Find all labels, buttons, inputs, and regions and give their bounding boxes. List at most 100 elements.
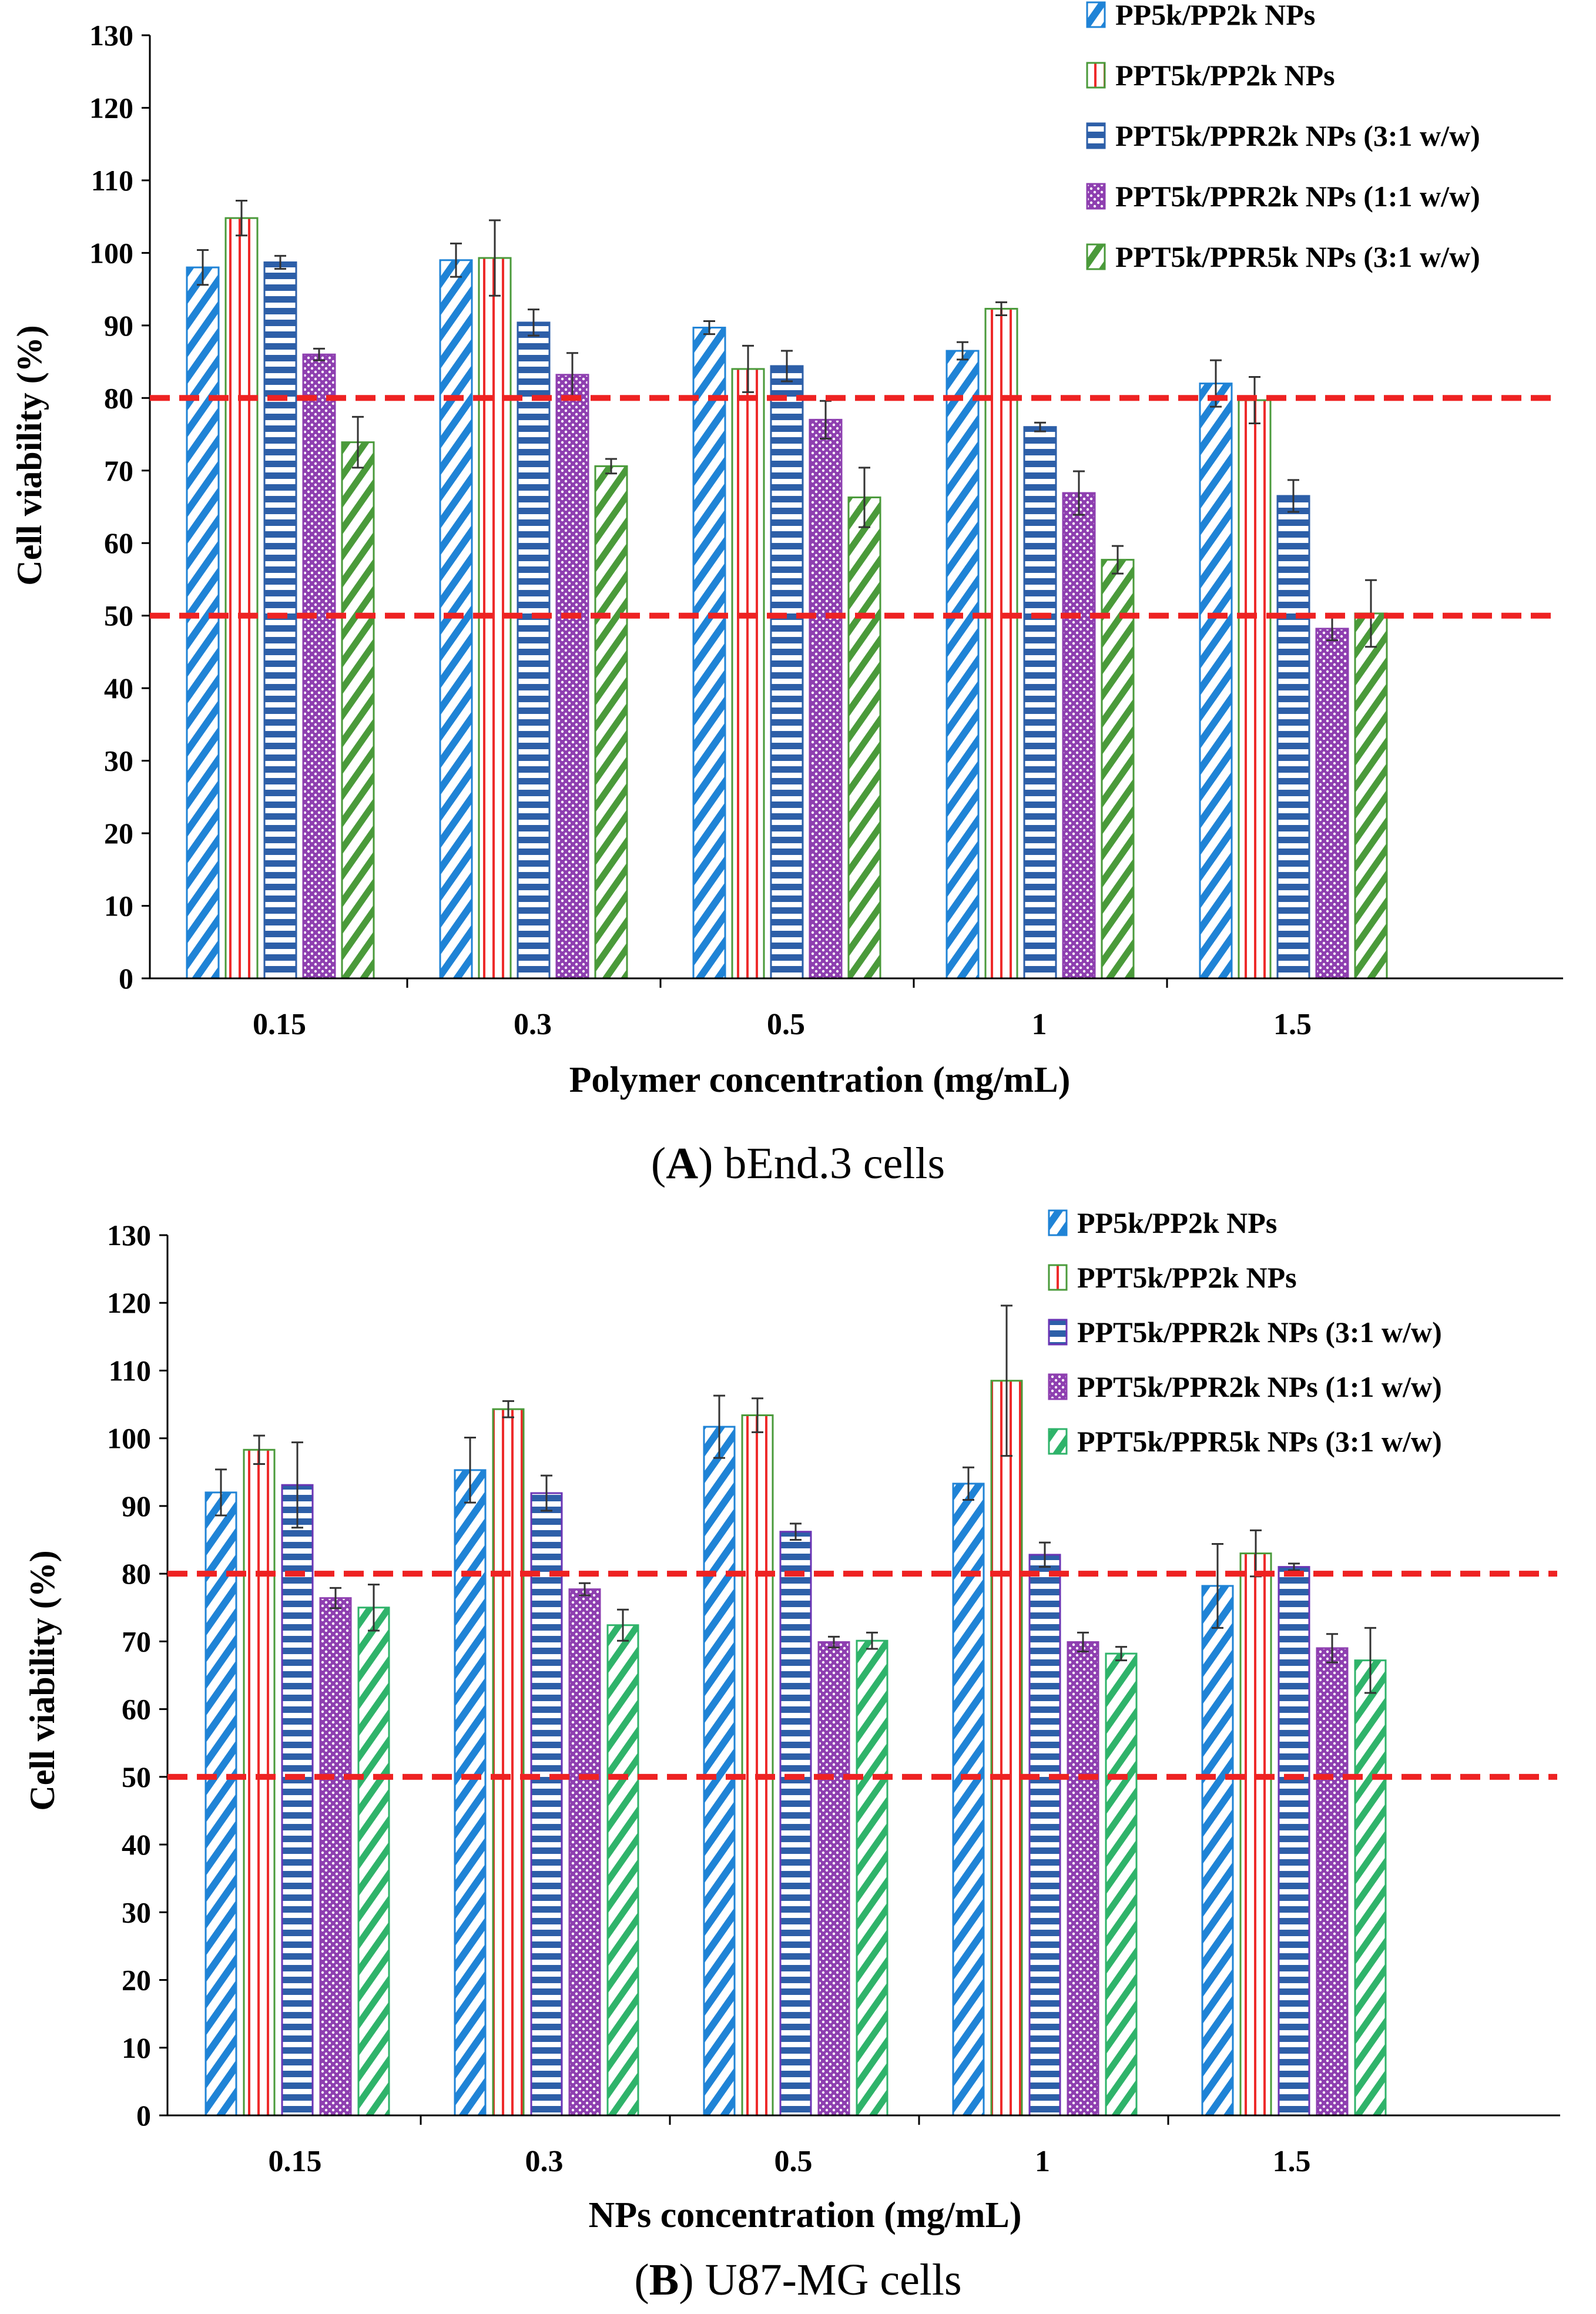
y-tick-label: 20 [122, 1964, 151, 1997]
legend-swatch [1086, 62, 1106, 89]
bar [1201, 1585, 1234, 2117]
bar [281, 1484, 314, 2117]
y-tick-label: 40 [122, 1828, 151, 1861]
bar [224, 217, 259, 980]
bar [263, 261, 297, 980]
y-tick-label: 50 [104, 599, 133, 632]
y-tick-label: 110 [109, 1354, 151, 1387]
y-tick-label: 120 [107, 1286, 151, 1319]
bar [703, 1426, 736, 2117]
bar [341, 441, 375, 980]
bar [454, 1469, 487, 2117]
y-tick-label: 130 [89, 19, 133, 52]
bar [594, 465, 628, 980]
bar [1028, 1554, 1061, 2117]
x-tick-label: 0.3 [525, 2145, 564, 2178]
legend-label: PPT5k/PP2k NPs [1077, 1261, 1297, 1294]
bar [741, 1414, 774, 2117]
legend-swatch [1048, 1209, 1068, 1236]
bar [517, 321, 551, 980]
legend-label: PP5k/PP2k NPs [1077, 1206, 1277, 1239]
legend-label: PP5k/PP2k NPs [1115, 0, 1315, 31]
bar [1315, 628, 1349, 980]
bar [1023, 426, 1057, 980]
bar [302, 353, 336, 980]
bar [817, 1641, 850, 2117]
bar [731, 368, 765, 980]
y-tick-label: 80 [104, 381, 133, 414]
y-tick-label: 40 [104, 672, 133, 705]
y-tick-label: 0 [119, 962, 133, 995]
bar [984, 307, 1018, 980]
y-tick-label: 10 [122, 2031, 151, 2064]
bar [1354, 1659, 1387, 2117]
bar [1062, 492, 1096, 980]
bar [606, 1624, 639, 2117]
bar [809, 418, 843, 980]
bar [1239, 1552, 1272, 2117]
bar [492, 1408, 525, 2117]
bar [243, 1448, 276, 2117]
bar [1101, 559, 1135, 980]
y-tick-label: 90 [122, 1490, 151, 1522]
legend-swatch [1086, 183, 1106, 210]
x-tick-label: 0.15 [253, 1008, 306, 1041]
legend-label: PPT5k/PPR5k NPs (3:1 w/w) [1115, 240, 1480, 273]
x-tick-label: 0.15 [269, 2145, 322, 2178]
legend-swatch [1048, 1428, 1068, 1455]
panel-b-plot-area: 0 10 20 30 40 50 60 70 80 90 100 110 120 130 0.15 0.3 0.… [107, 1206, 1560, 2178]
bar [1199, 383, 1233, 980]
bar [204, 1491, 237, 2117]
bar [186, 266, 220, 980]
bar [779, 1531, 812, 2117]
bar [530, 1492, 563, 2117]
bar [319, 1597, 352, 2117]
x-tick-label: 0.3 [514, 1008, 552, 1041]
bar [945, 350, 980, 980]
y-tick-label: 100 [107, 1422, 151, 1455]
x-tick-label: 0.5 [767, 1008, 805, 1041]
bar [692, 327, 726, 980]
panel-a-plot-area: 0 10 20 30 40 50 60 70 80 90 100 110 120 130 0.15 0.3 0.… [89, 0, 1563, 1041]
bar [1067, 1641, 1099, 2117]
y-tick-label: 130 [107, 1219, 151, 1252]
legend-label: PPT5k/PPR5k NPs (3:1 w/w) [1077, 1425, 1442, 1458]
bar [568, 1588, 601, 2117]
y-tick-label: 30 [104, 744, 133, 777]
y-tick-label: 80 [122, 1557, 151, 1590]
legend-swatch [1048, 1319, 1068, 1346]
y-tick-label: 70 [122, 1625, 151, 1658]
x-tick-label: 1 [1035, 2145, 1050, 2178]
legend-label: PPT5k/PPR2k NPs (3:1 w/w) [1115, 119, 1480, 152]
bar [1105, 1652, 1138, 2117]
bar [990, 1380, 1023, 2117]
y-tick-label: 110 [91, 164, 133, 197]
legend-label: PPT5k/PPR2k NPs (3:1 w/w) [1077, 1316, 1442, 1349]
y-tick-label: 10 [104, 890, 133, 923]
y-tick-label: 20 [104, 817, 133, 850]
bar [770, 365, 804, 980]
panel-b-caption: (B) U87-MG cells [634, 2255, 961, 2305]
legend-swatch [1086, 122, 1106, 149]
legend-swatch [1086, 1, 1106, 28]
panel-a-chart: 0 10 20 30 40 50 60 70 80 90 100 110 120 130 0.15 0.3 0.… [10, 0, 1563, 1188]
y-tick-label: 100 [89, 236, 133, 269]
legend-swatch [1048, 1264, 1068, 1291]
bar [555, 374, 589, 980]
bar [1238, 399, 1272, 980]
bar [1276, 495, 1310, 980]
y-tick-label: 50 [122, 1760, 151, 1793]
y-tick-label: 30 [122, 1896, 151, 1929]
y-tick-label: 0 [136, 2099, 151, 2132]
bar [1354, 612, 1388, 980]
panel-b-y-axis-label: Cell viability (%) [23, 1550, 62, 1810]
x-tick-label: 1 [1032, 1008, 1047, 1041]
y-tick-label: 60 [104, 526, 133, 559]
bar [1278, 1566, 1310, 2117]
legend-label: PPT5k/PP2k NPs [1115, 59, 1335, 92]
bar [856, 1639, 888, 2117]
x-tick-label: 0.5 [774, 2145, 813, 2178]
y-tick-label: 70 [104, 454, 133, 487]
bar [952, 1483, 985, 2117]
